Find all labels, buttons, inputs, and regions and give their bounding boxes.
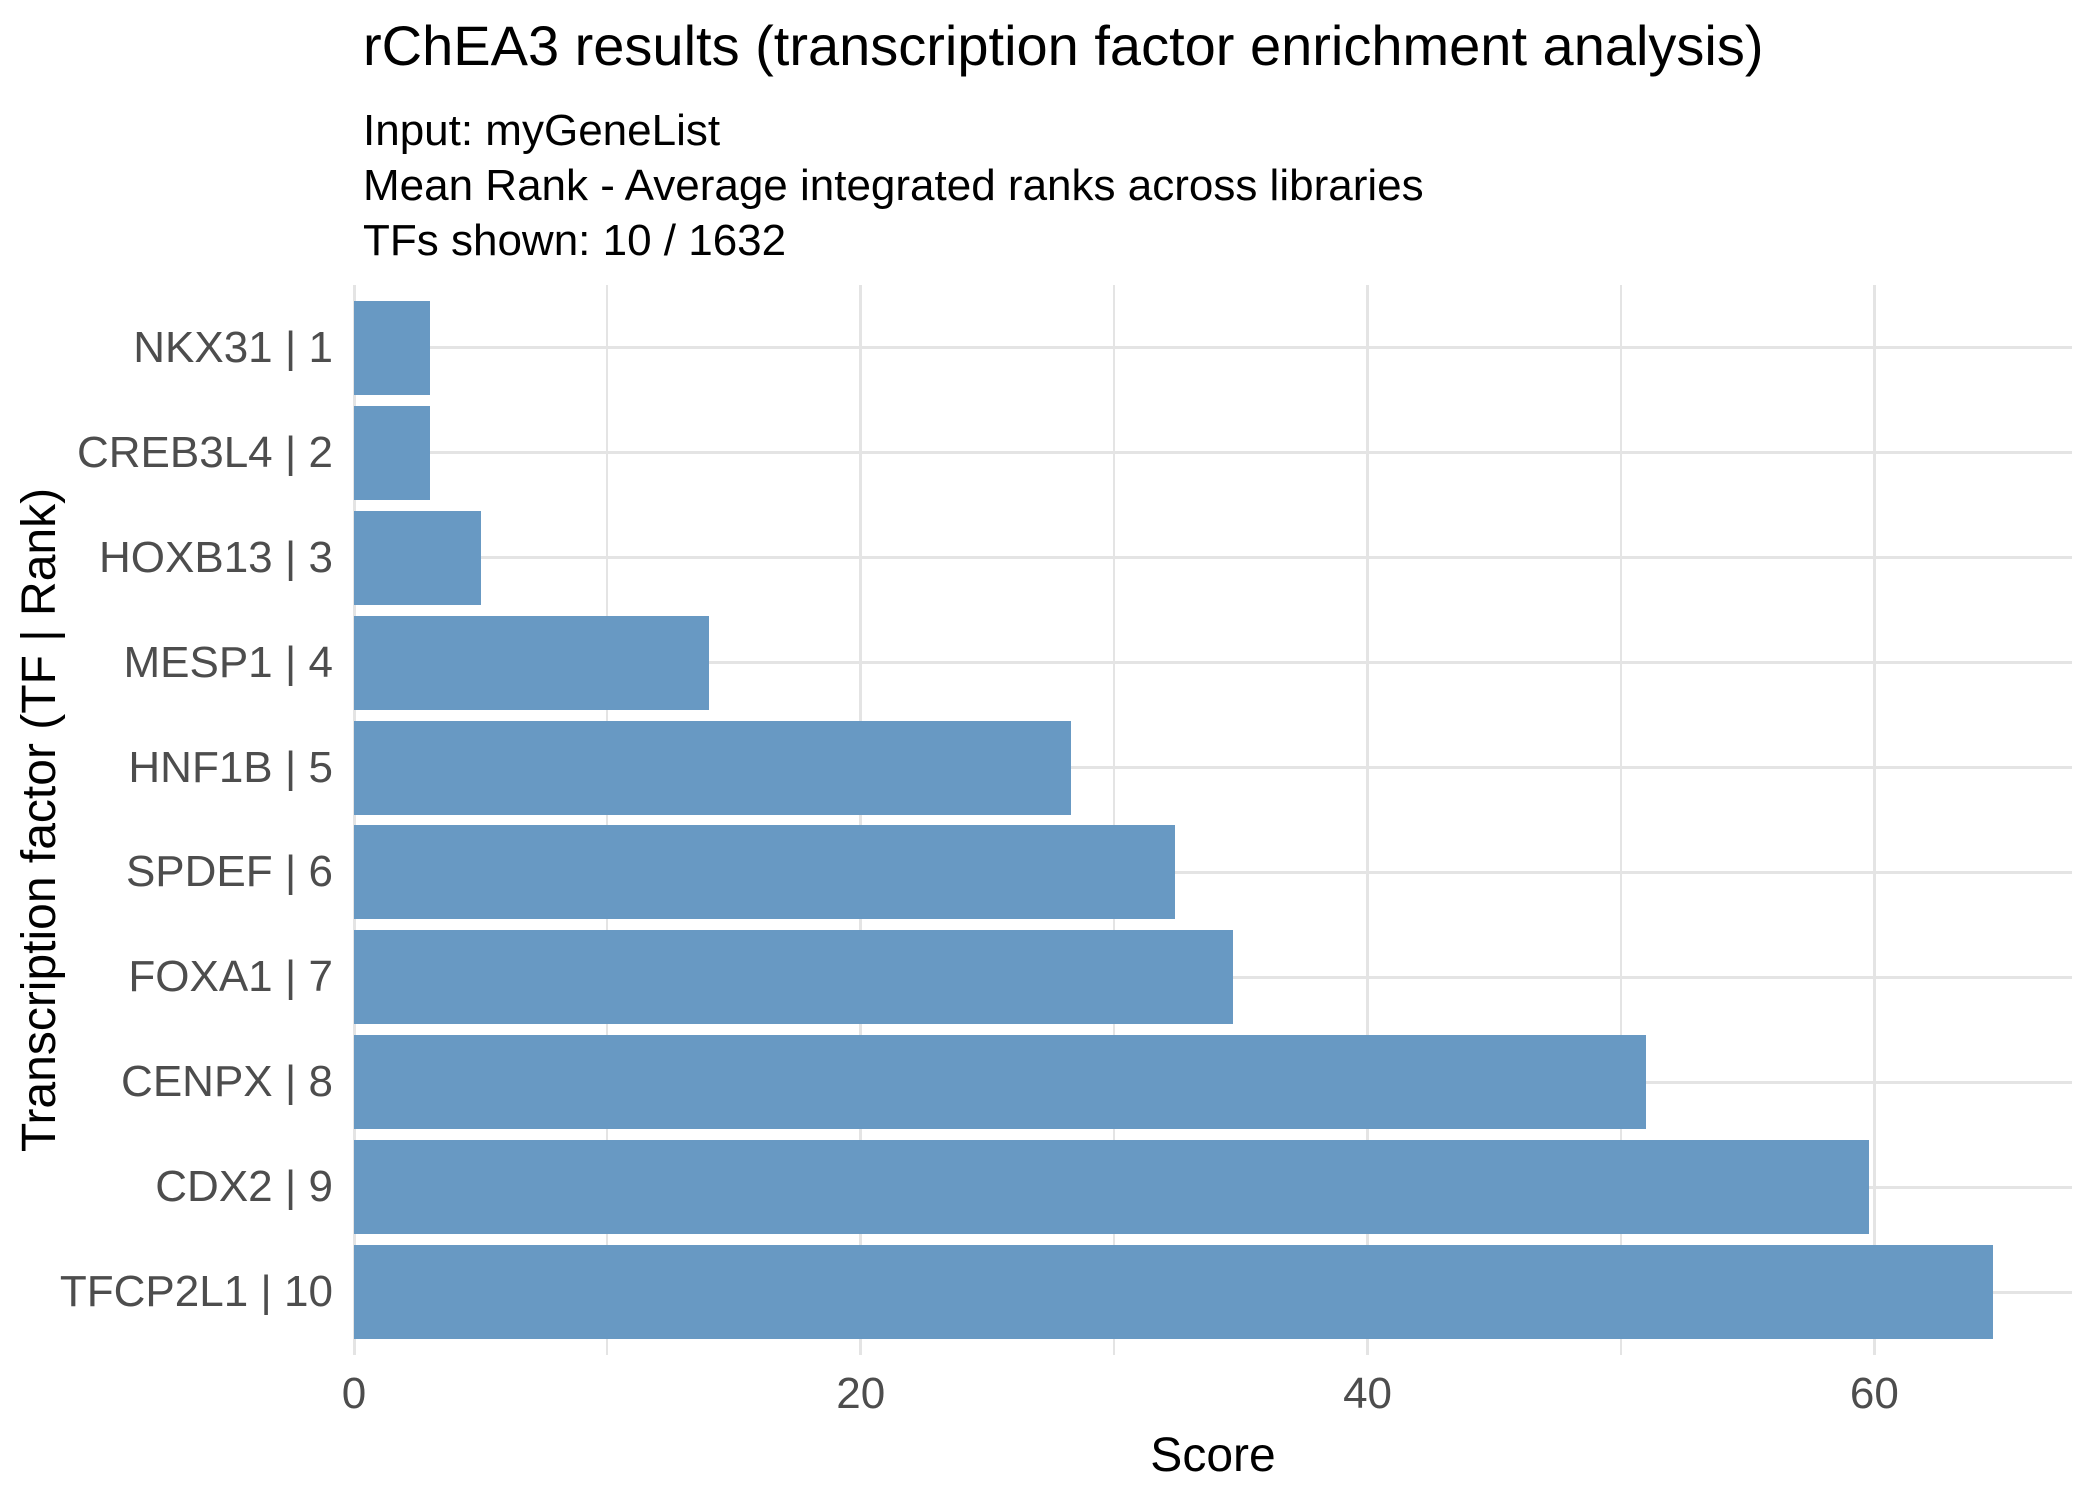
x-tick-label: 40 [1343,1369,1393,1418]
x-tick-label: 60 [1849,1369,1899,1418]
gridline-major [859,285,863,1355]
y-tick-label: FOXA1 | 7 [128,952,333,1002]
gridline-minor [606,285,609,1355]
y-tick-label: HNF1B | 5 [128,742,333,792]
x-tick-label: 0 [341,1369,367,1418]
gridline-horizontal [354,556,2072,560]
plot-panel [352,285,2072,1355]
y-tick-label: CDX2 | 9 [155,1162,333,1212]
bar-cenpx [354,1035,1647,1130]
bar-tfcp2l1 [354,1245,1994,1340]
x-tick-label: 20 [836,1369,886,1418]
bar-foxa1 [354,930,1234,1025]
gridline-horizontal [354,766,2072,770]
y-tick-label: CREB3L4 | 2 [76,427,333,477]
y-tick-label: SPDEF | 6 [125,847,333,897]
gridline-major [1872,285,1876,1355]
bar-nkx31 [354,300,431,395]
bar-spdef [354,825,1175,920]
y-tick-label: CENPX | 8 [121,1057,333,1107]
gridline-major [1366,285,1370,1355]
y-axis-title-text: Transcription factor (TF | Rank) [13,487,66,1153]
y-tick-label: NKX31 | 1 [133,322,333,372]
chart-title: rChEA3 results (transcription factor enr… [363,14,1764,77]
gridline-minor [1619,285,1622,1355]
y-tick-label: TFCP2L1 | 10 [59,1267,333,1317]
gridline-horizontal [354,661,2072,665]
bar-cdx2 [354,1140,1870,1235]
gridline-horizontal [354,346,2072,350]
subtitle-line-tfs-shown: TFs shown: 10 / 1632 [363,216,787,265]
subtitle-line-input: Input: myGeneList [363,106,721,155]
gridline-minor [1113,285,1116,1355]
bar-creb3l4 [354,405,431,500]
gridline-horizontal [354,870,2072,874]
bar-hoxb13 [354,510,481,605]
y-tick-label: MESP1 | 4 [123,637,333,687]
subtitle-line-method: Mean Rank - Average integrated ranks acr… [363,161,1424,210]
chart-subtitle: Input: myGeneList Mean Rank - Average in… [363,103,1424,268]
bar-hnf1b [354,720,1072,815]
gridline-horizontal [354,451,2072,455]
x-axis-title: Score [1150,1429,1276,1482]
y-tick-label: HOXB13 | 3 [99,532,333,582]
bar-mesp1 [354,615,709,710]
gridline-major [352,285,356,1355]
